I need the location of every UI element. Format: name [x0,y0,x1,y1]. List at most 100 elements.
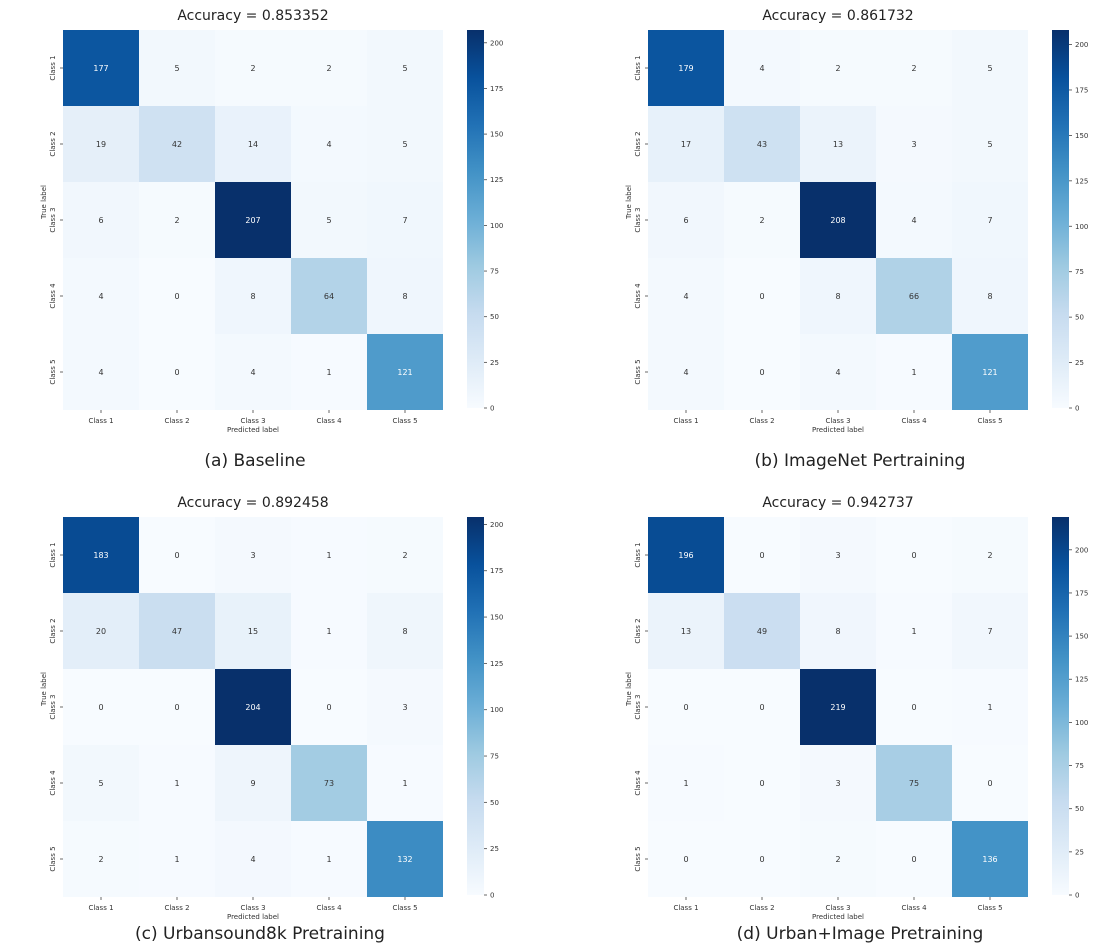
colorbar-tick-label: 25 [490,845,499,853]
matrix-cell [139,517,215,593]
x-tick-label: Class 3 [825,417,850,425]
colorbar-tick-label: 100 [490,706,503,714]
matrix-cell [63,821,139,897]
colorbar-tick-label: 200 [490,39,503,47]
matrix-cell [367,182,443,258]
colorbar-tick-label: 150 [490,131,503,139]
cell-value-label: 3 [402,703,407,712]
cell-value-label: 2 [402,551,407,560]
y-tick-label: Class 1 [634,542,642,567]
cell-value-label: 8 [402,292,407,301]
cell-value-label: 4 [250,855,255,864]
caption-c: (c) Urbansound8k Pretraining [135,924,385,944]
x-tick-label: Class 4 [316,417,342,425]
colorbar-tick-label: 175 [1075,86,1088,94]
cell-value-label: 0 [911,855,916,864]
matrix-cell [291,821,367,897]
cell-value-label: 196 [678,551,693,560]
cell-value-label: 0 [326,703,331,712]
x-tick-label: Class 1 [673,904,698,912]
x-tick-label: Class 2 [749,904,774,912]
cell-value-label: 2 [987,551,992,560]
matrix-cell [724,106,800,182]
cell-value-label: 9 [250,779,255,788]
cell-value-label: 5 [326,216,331,225]
matrix-cell [139,30,215,106]
matrix-cell [215,593,291,669]
matrix-cell [800,106,876,182]
matrix-cell [952,593,1028,669]
cell-value-label: 179 [678,64,693,73]
matrix-cell [876,334,952,410]
cell-value-label: 0 [911,551,916,560]
cell-value-label: 1 [911,368,916,377]
matrix-cell [648,334,724,410]
cell-value-label: 42 [172,140,182,149]
matrix-cell [800,30,876,106]
matrix-cell [291,593,367,669]
matrix-cell [291,334,367,410]
matrix-cell [724,30,800,106]
colorbar-tick-label: 150 [1075,132,1088,140]
matrix-cell [215,258,291,334]
matrix-cell [63,106,139,182]
colorbar [1052,30,1069,408]
colorbar-tick-label: 150 [1075,633,1088,641]
cell-value-label: 207 [245,216,260,225]
matrix-cell [800,745,876,821]
matrix-cell [63,669,139,745]
cell-value-label: 17 [681,140,691,149]
cell-value-label: 5 [98,779,103,788]
matrix-cell [648,821,724,897]
cell-value-label: 3 [250,551,255,560]
x-tick-label: Class 2 [164,417,189,425]
cell-value-label: 5 [174,64,179,73]
colorbar-tick-label: 25 [1075,848,1084,856]
cell-value-label: 19 [96,140,106,149]
caption-b: (b) ImageNet Pertraining [754,451,966,471]
matrix-cell [63,258,139,334]
cell-value-label: 5 [987,64,992,73]
x-tick-label: Class 5 [977,417,1002,425]
matrix-cell [648,258,724,334]
matrix-cell [648,30,724,106]
cell-value-label: 1 [326,551,331,560]
y-tick-label: Class 4 [49,770,57,796]
y-tick-label: Class 5 [634,846,642,871]
cell-value-label: 5 [402,140,407,149]
cell-value-label: 2 [174,216,179,225]
matrix-cell [291,182,367,258]
matrix-cell [291,745,367,821]
caption-a: (a) Baseline [204,451,306,471]
y-tick-label: Class 3 [49,207,57,232]
matrix-cell [876,106,952,182]
cell-value-label: 132 [397,855,412,864]
matrix-cell [139,669,215,745]
chart-title: Accuracy = 0.861732 [762,8,913,24]
colorbar [467,30,484,408]
colorbar-tick-label: 125 [1075,676,1088,684]
y-tick-label: Class 2 [634,618,642,643]
y-tick-label: Class 3 [634,207,642,232]
cell-value-label: 0 [911,703,916,712]
x-axis-label: Predicted label [227,426,279,434]
cell-value-label: 8 [250,292,255,301]
cell-value-label: 0 [174,703,179,712]
colorbar-tick-label: 175 [490,567,503,575]
matrix-cell [367,30,443,106]
colorbar-tick-label: 0 [490,405,494,413]
colorbar-tick-label: 200 [1075,41,1088,49]
cell-value-label: 14 [248,140,258,149]
matrix-cell [63,745,139,821]
matrix-cell [724,669,800,745]
colorbar-tick-label: 125 [1075,177,1088,185]
caption-d: (d) Urban+Image Pretraining [736,924,984,944]
x-axis-label: Predicted label [227,913,279,921]
colorbar-tick-label: 125 [490,660,503,668]
cell-value-label: 1 [326,855,331,864]
cell-value-label: 0 [174,551,179,560]
colorbar [467,517,484,895]
matrix-cell [215,106,291,182]
cell-value-label: 7 [987,216,992,225]
